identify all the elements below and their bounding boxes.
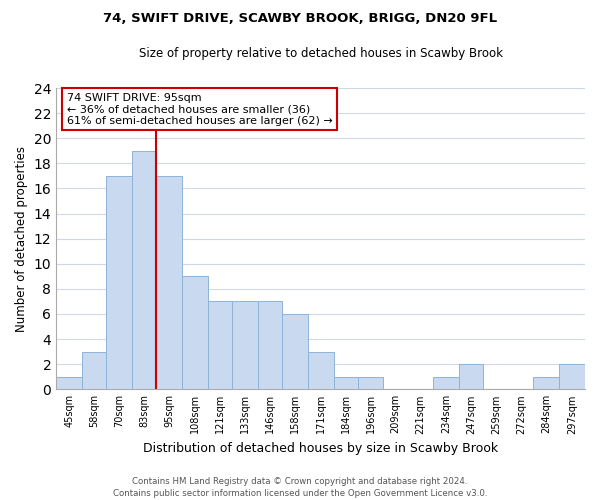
- Text: 74 SWIFT DRIVE: 95sqm
← 36% of detached houses are smaller (36)
61% of semi-deta: 74 SWIFT DRIVE: 95sqm ← 36% of detached …: [67, 92, 332, 126]
- Bar: [208, 302, 232, 390]
- Bar: [334, 377, 358, 390]
- Bar: [533, 377, 559, 390]
- Bar: [433, 377, 459, 390]
- Bar: [232, 302, 258, 390]
- Title: Size of property relative to detached houses in Scawby Brook: Size of property relative to detached ho…: [139, 48, 503, 60]
- Bar: [182, 276, 208, 390]
- Bar: [132, 151, 156, 390]
- Bar: [281, 314, 308, 390]
- X-axis label: Distribution of detached houses by size in Scawby Brook: Distribution of detached houses by size …: [143, 442, 498, 455]
- Bar: [559, 364, 585, 390]
- Text: Contains HM Land Registry data © Crown copyright and database right 2024.: Contains HM Land Registry data © Crown c…: [132, 477, 468, 486]
- Bar: [459, 364, 483, 390]
- Text: 74, SWIFT DRIVE, SCAWBY BROOK, BRIGG, DN20 9FL: 74, SWIFT DRIVE, SCAWBY BROOK, BRIGG, DN…: [103, 12, 497, 26]
- Bar: [258, 302, 281, 390]
- Text: Contains public sector information licensed under the Open Government Licence v3: Contains public sector information licen…: [113, 488, 487, 498]
- Y-axis label: Number of detached properties: Number of detached properties: [15, 146, 28, 332]
- Bar: [82, 352, 106, 390]
- Bar: [106, 176, 132, 390]
- Bar: [308, 352, 334, 390]
- Bar: [56, 377, 82, 390]
- Bar: [358, 377, 383, 390]
- Bar: [156, 176, 182, 390]
